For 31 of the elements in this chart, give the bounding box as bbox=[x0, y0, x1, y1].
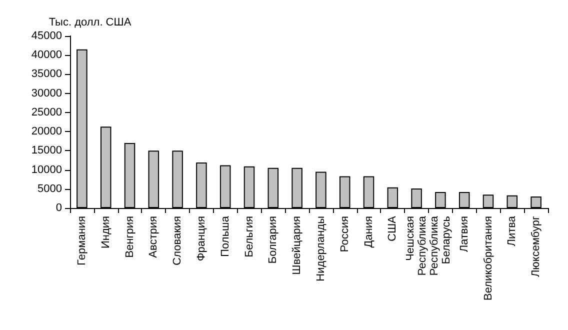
x-tick-label: Чешская Республика bbox=[404, 215, 429, 276]
y-tick-label: 35000 bbox=[31, 68, 62, 80]
y-tick-label: 5000 bbox=[38, 182, 62, 195]
x-tick-label: Германия bbox=[76, 216, 88, 266]
x-tick-label: Швейцария bbox=[291, 216, 304, 275]
y-tick-label: 15000 bbox=[31, 144, 62, 157]
x-tick-label: Венгрия bbox=[124, 216, 136, 258]
x-tick-label: Индия bbox=[100, 216, 112, 249]
x-tick-label: Польша bbox=[219, 215, 232, 257]
y-tick-label: 20000 bbox=[31, 126, 62, 138]
x-tick-label: Дания bbox=[362, 216, 375, 248]
x-tick-label: Бельгия bbox=[243, 216, 256, 258]
y-axis-title: Тыс. долл. США bbox=[48, 16, 132, 28]
y-tick-label: 25000 bbox=[31, 106, 62, 118]
x-tick-label: Люксембург bbox=[530, 216, 542, 278]
x-tick-label: Великобритания bbox=[482, 216, 494, 300]
x-tick-label: Латвия bbox=[458, 216, 470, 252]
x-tick-label: Словакия bbox=[172, 216, 184, 266]
y-tick-label: 40000 bbox=[31, 49, 62, 62]
x-tick-label: Литва bbox=[506, 215, 518, 246]
x-tick-label: Франция bbox=[195, 216, 208, 262]
y-tick-label: 10000 bbox=[31, 164, 62, 176]
x-tick-label: США bbox=[386, 215, 399, 242]
x-tick-label: Нидерланды bbox=[314, 216, 327, 282]
y-tick-label: 30000 bbox=[31, 87, 62, 100]
x-tick-label: Болгария bbox=[267, 216, 280, 264]
x-tick-label: Республика Беларусь bbox=[428, 215, 452, 276]
y-tick-label: 0 bbox=[56, 202, 62, 214]
x-tick-label: Россия bbox=[338, 216, 351, 252]
y-tick-label: 45000 bbox=[31, 30, 62, 42]
x-tick-label: Австрия bbox=[148, 216, 160, 258]
